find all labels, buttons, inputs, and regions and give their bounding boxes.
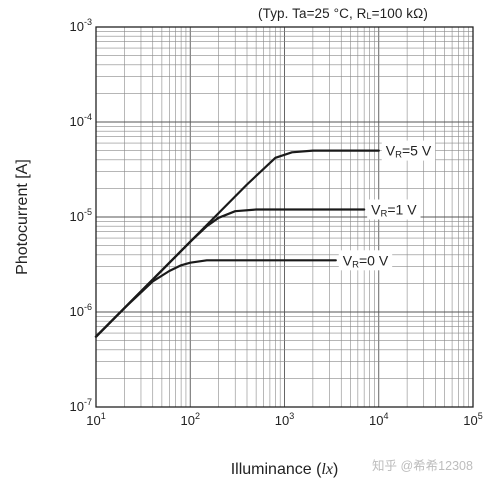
plot-frame (95, 26, 474, 408)
series-line-3 (94, 259, 337, 338)
conditions-note: (Typ. Ta=25 °C, RL=100 kΩ) (258, 6, 428, 21)
y-tick-label: 10-3 (70, 17, 92, 34)
axis-labels: Illuminance (lx) Photocurrent [A] (14, 159, 338, 478)
y-tick-label: 10-6 (70, 302, 92, 319)
chart-curves (94, 149, 380, 338)
tick-labels: 101 102 103 104 105 10-7 10-6 10-5 10-4 10-3 (70, 17, 483, 428)
series-label-bg (367, 199, 421, 220)
series-label: VR=0 V (343, 252, 389, 270)
series-label-bg (338, 250, 393, 271)
y-tick-label: 10-5 (70, 207, 92, 224)
x-tick-label: 104 (369, 411, 388, 428)
series-labels: VR=5 V VR=1 V VR=0 V (338, 140, 436, 271)
x-tick-label: 102 (181, 411, 200, 428)
plot-border (95, 26, 474, 408)
y-axis-label: Photocurrent [A] (14, 159, 31, 275)
series-label: VR=5 V (386, 143, 432, 161)
series-line-2 (94, 208, 366, 338)
x-tick-label: 103 (275, 411, 294, 428)
x-axis-label: Illuminance (lx) (231, 461, 339, 478)
chart-grid (96, 27, 473, 407)
x-tick-label: 101 (86, 411, 105, 428)
y-tick-label: 10-7 (70, 397, 92, 414)
series-line-1 (94, 149, 380, 338)
watermark: 知乎 @希希12308 (372, 459, 473, 473)
series-label: VR=1 V (371, 201, 417, 219)
series-label-bg (381, 140, 436, 161)
x-tick-label: 105 (463, 411, 482, 428)
y-tick-label: 10-4 (70, 112, 92, 129)
